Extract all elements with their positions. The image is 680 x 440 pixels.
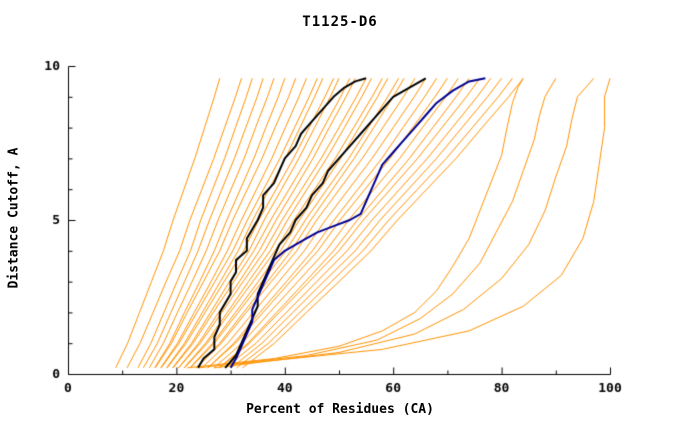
chart-title: T1125-D6	[302, 14, 378, 30]
y-axis-label: Distance Cutoff, A	[6, 147, 22, 289]
x-axis-label: Percent of Residues (CA)	[246, 402, 434, 417]
